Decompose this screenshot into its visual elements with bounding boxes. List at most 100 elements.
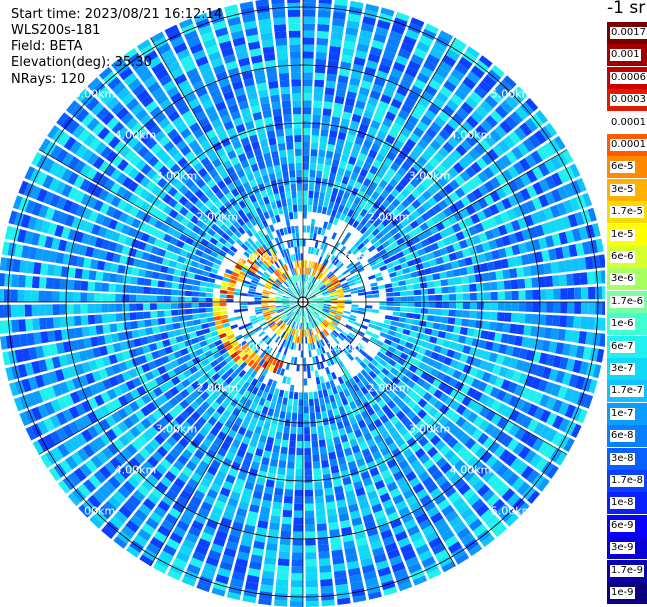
range-gate-cell: [553, 288, 561, 300]
range-gate-cell: [465, 204, 476, 216]
range-gate-cell: [493, 214, 504, 226]
range-gate-cell: [49, 193, 61, 208]
range-gate-cell: [416, 72, 430, 84]
range-gate-cell: [225, 268, 233, 275]
range-gate-cell: [62, 424, 74, 438]
range-gate-cell: [376, 244, 385, 252]
range-gate-cell: [449, 516, 463, 529]
range-gate-cell: [324, 396, 330, 404]
range-gate-cell: [214, 258, 222, 266]
range-gate-cell: [227, 534, 240, 544]
range-gate-cell: [257, 230, 265, 238]
range-gate-cell: [33, 332, 42, 345]
range-gate-cell: [555, 370, 566, 384]
range-gate-cell: [483, 167, 495, 179]
range-gate-cell: [303, 239, 306, 247]
range-gate-cell: [406, 410, 417, 420]
range-gate-cell: [376, 195, 386, 204]
range-gate-cell: [86, 117, 100, 132]
range-gate-cell: [220, 517, 232, 528]
range-gate-cell: [475, 369, 485, 380]
range-gate-cell: [401, 144, 412, 155]
range-gate-cell: [234, 230, 242, 238]
range-gate-cell: [363, 570, 377, 581]
range-gate-cell: [488, 162, 501, 176]
range-gate-cell: [313, 93, 323, 102]
range-gate-cell: [18, 180, 29, 195]
range-gate-cell: [166, 267, 175, 275]
range-gate-cell: [384, 43, 398, 55]
range-gate-cell: [59, 278, 68, 290]
range-gate-cell: [185, 237, 194, 246]
range-gate-cell: [486, 261, 496, 271]
range-gate-cell: [61, 367, 72, 380]
range-gate-cell: [319, 284, 326, 290]
range-gate-cell: [103, 480, 116, 494]
range-gate-cell: [280, 266, 286, 273]
range-gate-cell: [294, 385, 299, 393]
range-gate-cell: [179, 321, 188, 328]
range-gate-cell: [278, 551, 290, 560]
range-gate-cell: [295, 371, 300, 379]
range-gate-cell: [160, 355, 170, 365]
range-gate-cell: [201, 411, 211, 421]
range-gate-cell: [314, 79, 325, 88]
range-gate-cell: [242, 264, 251, 271]
range-gate-cell: [413, 307, 422, 314]
range-gate-cell: [320, 275, 326, 282]
range-gate-cell: [344, 380, 352, 389]
range-gate-cell: [272, 350, 278, 358]
range-gate-cell: [420, 254, 429, 263]
range-gate-cell: [401, 208, 411, 218]
range-gate-cell: [230, 156, 240, 166]
range-gate-cell: [274, 317, 281, 323]
range-gate-cell: [417, 97, 430, 109]
range-gate-cell: [512, 205, 524, 218]
range-gate-cell: [303, 267, 305, 275]
range-gate-cell: [149, 106, 163, 119]
range-gate-cell: [173, 42, 188, 54]
range-gate-cell: [164, 513, 178, 525]
range-gate-cell: [571, 228, 582, 242]
range-gate-cell: [136, 385, 147, 396]
range-gate-cell: [446, 349, 456, 358]
range-gate-cell: [305, 580, 318, 588]
range-gate-cell: [314, 270, 319, 278]
range-gate-cell: [498, 79, 513, 94]
range-gate-cell: [293, 524, 303, 532]
range-gate-cell: [75, 205, 86, 218]
range-gate-cell: [339, 160, 347, 170]
range-gate-cell: [439, 271, 448, 279]
range-gate-cell: [38, 276, 47, 289]
range-gate-cell: [381, 218, 391, 227]
range-gate-cell: [272, 314, 279, 320]
range-gate-cell: [229, 225, 238, 234]
range-gate-cell: [445, 244, 455, 254]
range-gate-cell: [188, 231, 198, 240]
range-gate-cell: [413, 313, 421, 320]
range-gate-cell: [80, 304, 88, 314]
range-gate-cell: [334, 370, 341, 378]
range-gate-cell: [371, 286, 379, 291]
range-gate-cell: [240, 305, 248, 309]
range-gate-cell: [413, 226, 423, 235]
range-gate-cell: [520, 188, 531, 201]
range-gate-cell: [378, 310, 387, 315]
range-gate-cell: [206, 432, 216, 443]
range-gate-cell: [336, 449, 345, 459]
range-gate-cell: [321, 276, 328, 283]
range-gate-cell: [292, 292, 298, 298]
range-gate-cell: [392, 286, 400, 292]
range-gate-cell: [324, 337, 330, 344]
range-gate-cell: [246, 375, 254, 384]
range-gate-cell: [297, 420, 303, 428]
range-gate-cell: [449, 302, 457, 309]
range-gate-cell: [49, 343, 58, 356]
range-gate-cell: [489, 190, 501, 203]
range-gate-cell: [449, 234, 459, 244]
range-gate-cell: [348, 282, 356, 287]
range-gate-cell: [504, 291, 512, 301]
range-gate-cell: [348, 265, 356, 272]
range-gate-cell: [241, 215, 250, 224]
range-gate-cell: [520, 101, 534, 116]
